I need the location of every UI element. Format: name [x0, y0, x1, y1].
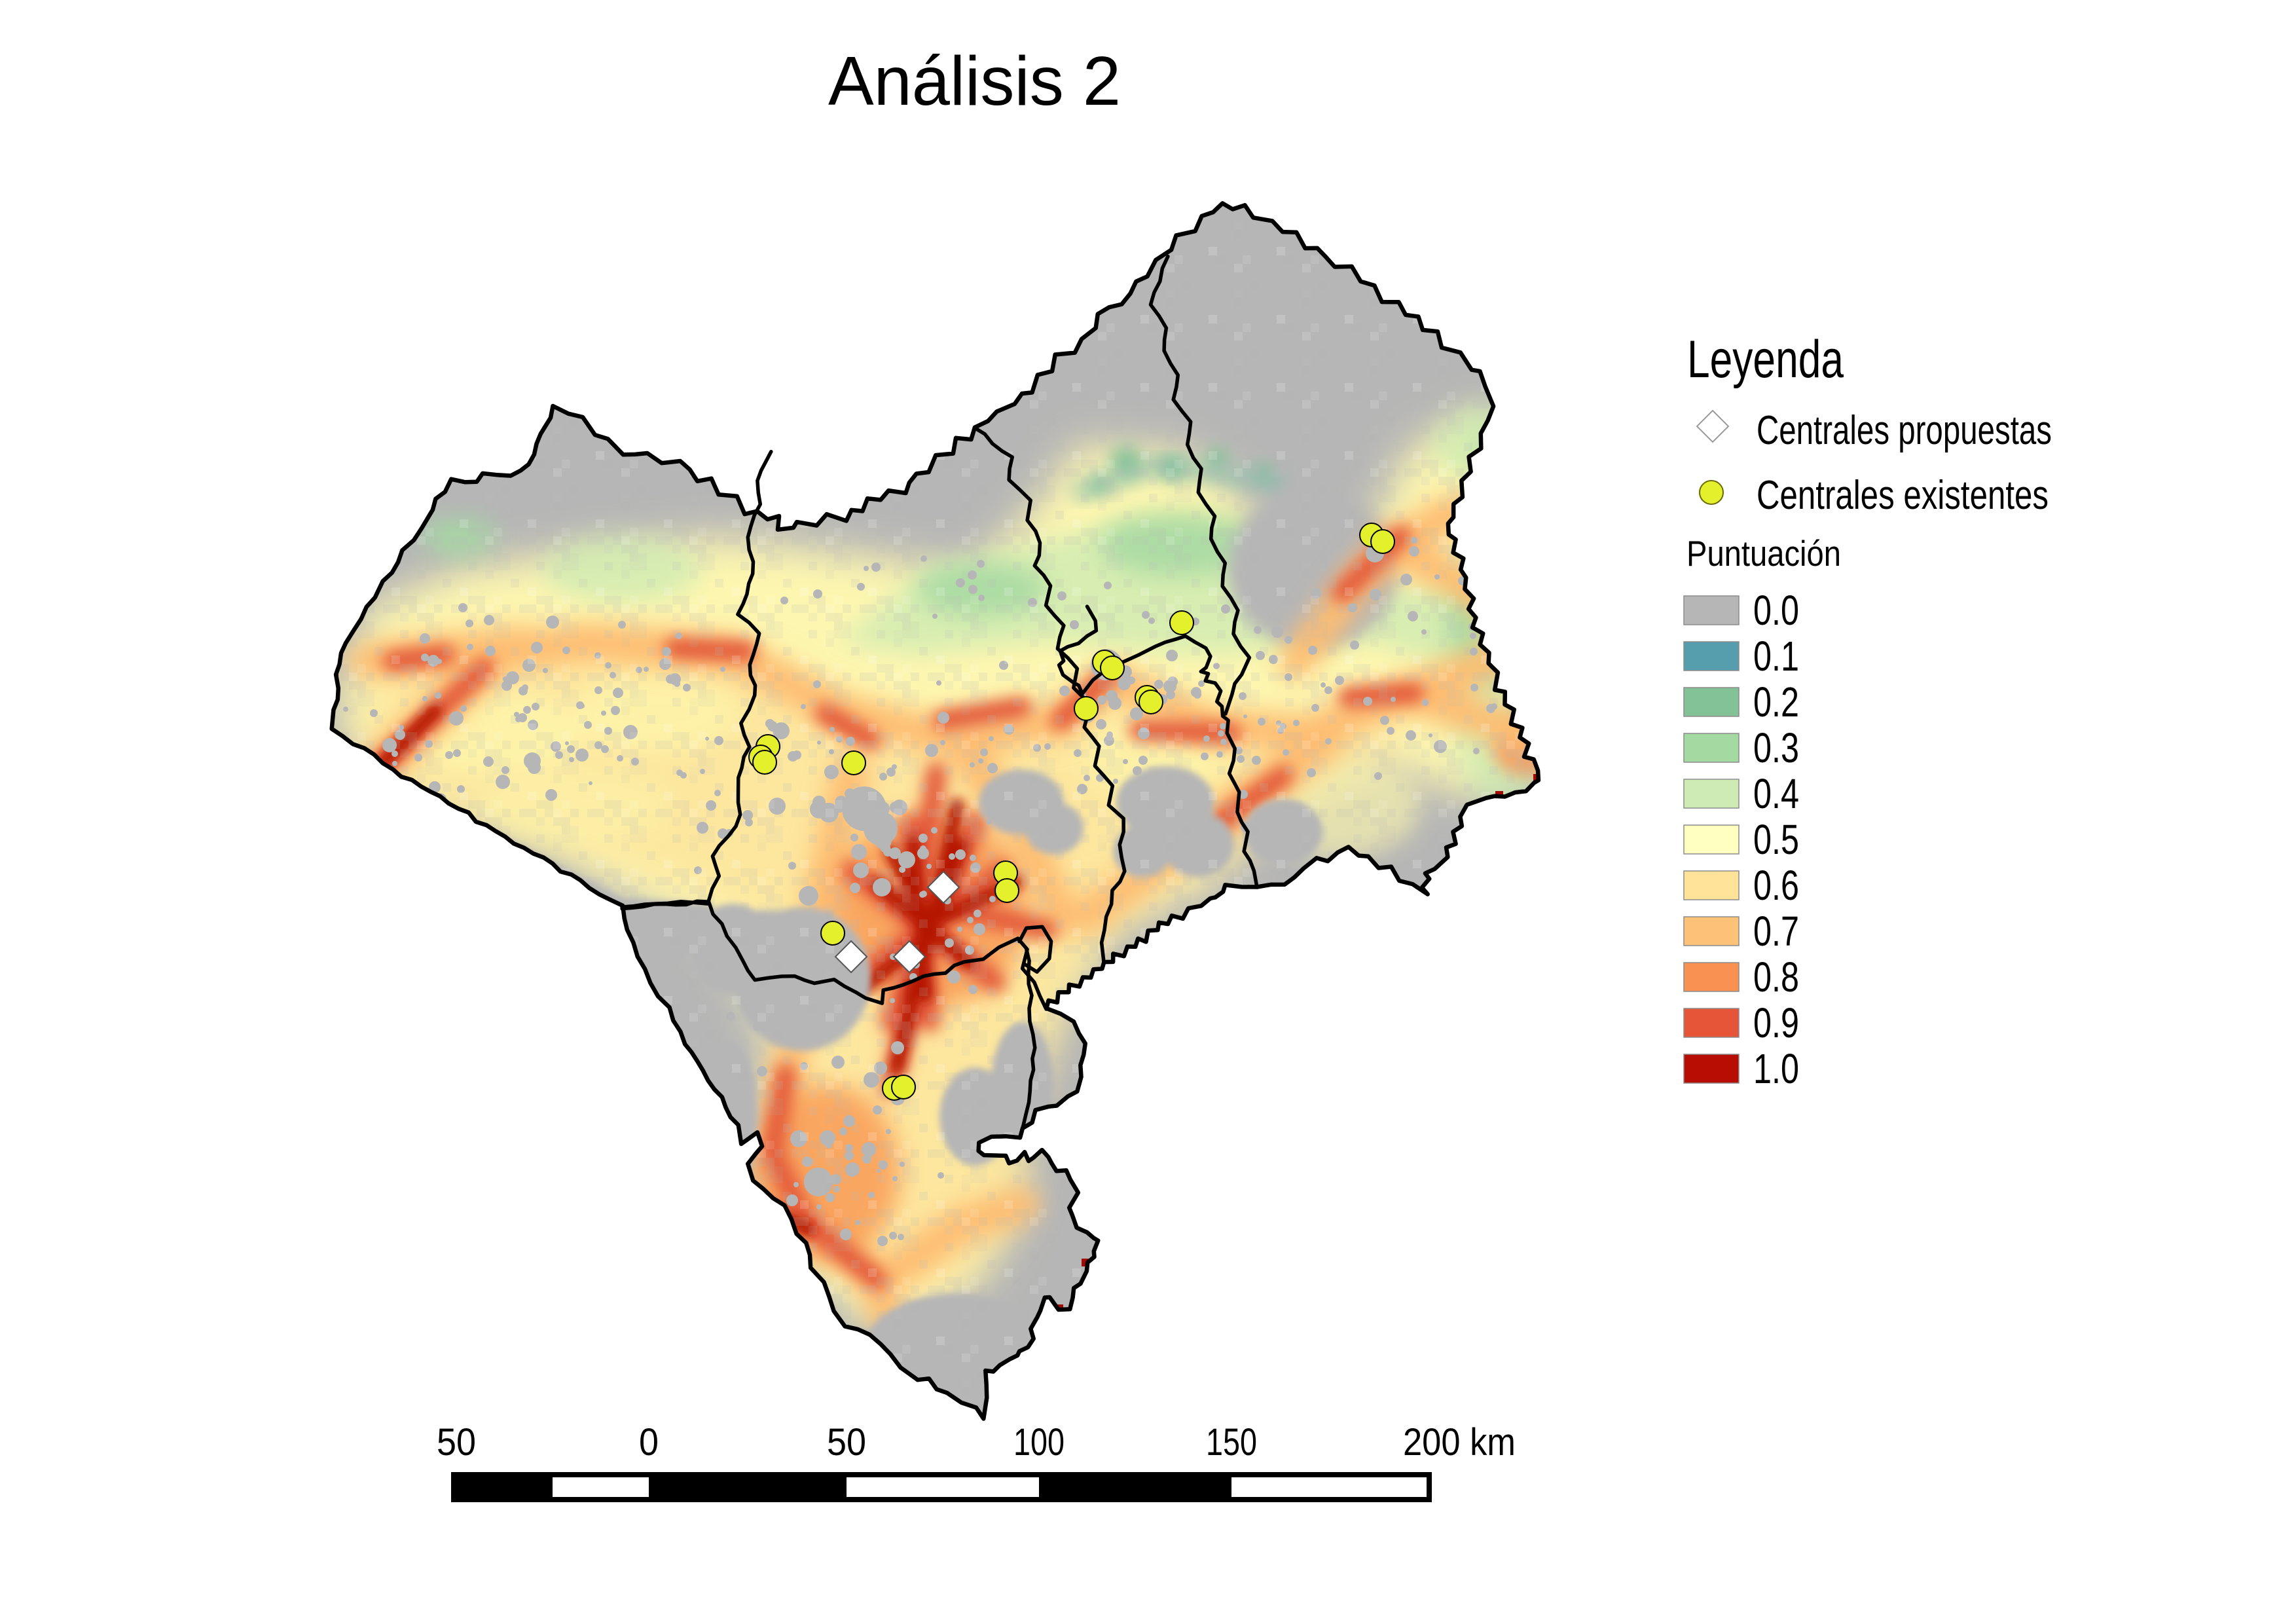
svg-text:0.5: 0.5	[1753, 816, 1799, 863]
svg-text:100: 100	[1013, 1421, 1065, 1464]
svg-text:Análisis 2: Análisis 2	[828, 43, 1121, 120]
svg-text:50: 50	[827, 1421, 866, 1464]
svg-text:0.6: 0.6	[1753, 862, 1799, 909]
svg-text:0.0: 0.0	[1753, 587, 1799, 634]
svg-text:150: 150	[1206, 1421, 1257, 1464]
svg-text:0.4: 0.4	[1753, 770, 1799, 817]
svg-text:Centrales existentes: Centrales existentes	[1757, 473, 2049, 518]
svg-text:0.1: 0.1	[1753, 633, 1799, 680]
svg-text:0.2: 0.2	[1753, 678, 1799, 726]
svg-text:0: 0	[639, 1421, 659, 1464]
svg-text:1.0: 1.0	[1753, 1045, 1799, 1092]
svg-text:0.9: 0.9	[1753, 999, 1799, 1046]
svg-text:50: 50	[437, 1421, 476, 1464]
svg-text:200 km: 200 km	[1403, 1421, 1516, 1464]
svg-text:0.7: 0.7	[1753, 908, 1799, 955]
svg-text:Centrales propuestas: Centrales propuestas	[1757, 408, 2052, 453]
svg-text:0.8: 0.8	[1753, 953, 1799, 1001]
svg-text:Leyenda: Leyenda	[1687, 330, 1844, 389]
svg-text:0.3: 0.3	[1753, 724, 1799, 771]
svg-text:Puntuación: Puntuación	[1686, 533, 1841, 574]
